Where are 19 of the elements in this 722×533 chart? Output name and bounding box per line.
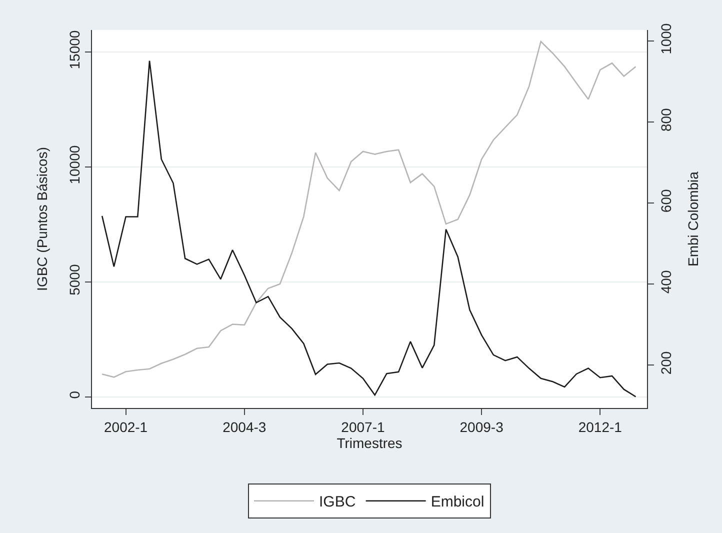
y2-tick-label: 600 bbox=[658, 189, 674, 213]
y2-tick-label: 800 bbox=[658, 108, 674, 132]
y-axis-title: IGBC (Puntos Básicos) bbox=[34, 147, 50, 291]
y-tick-label: 5000 bbox=[66, 264, 82, 296]
y-tick-label: 0 bbox=[66, 390, 82, 399]
y2-tick-label: 1000 bbox=[658, 23, 674, 54]
legend-label: IGBC bbox=[319, 494, 356, 511]
x-tick-label: 2012-1 bbox=[578, 418, 622, 435]
x-axis-title: Trimestres bbox=[336, 435, 402, 452]
x-tick-label: 2002-1 bbox=[104, 418, 148, 435]
y-tick-label: 15000 bbox=[66, 30, 82, 70]
y2-tick-label: 200 bbox=[658, 351, 674, 375]
x-tick-label: 2009-3 bbox=[460, 418, 504, 435]
x-tick-label: 2004-3 bbox=[222, 418, 266, 435]
y2-axis-title: Embi Colombia bbox=[685, 171, 702, 266]
legend-label: Embicol bbox=[430, 494, 484, 511]
y-tick-label: 10000 bbox=[66, 145, 82, 184]
y2-tick-label: 400 bbox=[658, 270, 674, 294]
x-tick-label: 2007-1 bbox=[341, 418, 385, 435]
